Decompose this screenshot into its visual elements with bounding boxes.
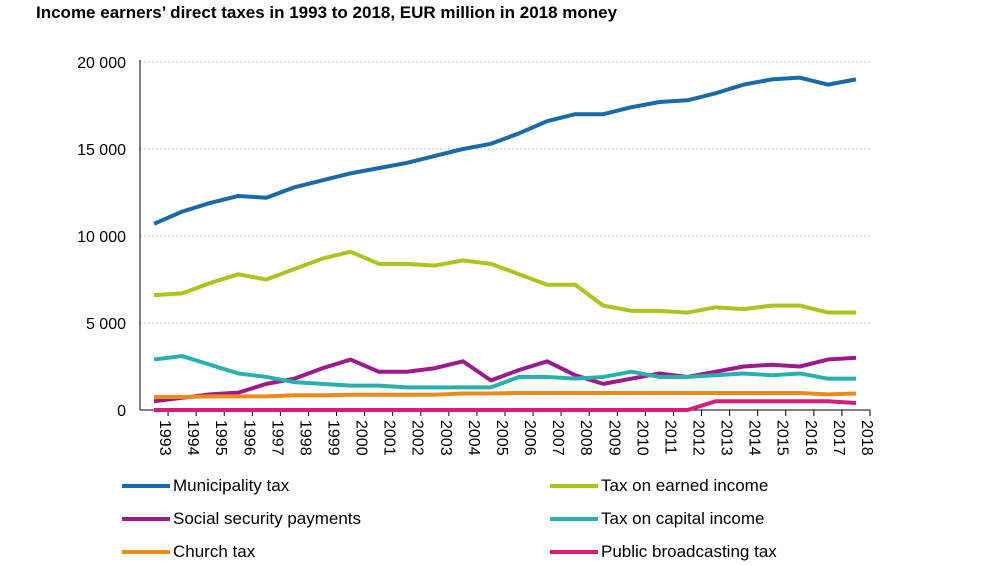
y-tick-label: 10 000 — [77, 229, 126, 246]
series-line — [154, 399, 857, 412]
legend-label: Tax on earned income — [601, 476, 769, 495]
x-tick-label: 1994 — [184, 420, 201, 456]
y-tick-label: 20 000 — [77, 55, 126, 72]
legend-item: Municipality tax — [122, 476, 289, 496]
x-tick-label: 2012 — [690, 420, 707, 456]
legend-swatch — [122, 484, 170, 488]
x-tick-label: 2017 — [830, 420, 847, 456]
legend-swatch — [122, 550, 170, 554]
series-line — [153, 75, 857, 226]
legend-swatch — [122, 517, 170, 521]
y-tick-label: 0 — [117, 403, 126, 420]
x-tick-label: 2005 — [493, 420, 510, 456]
x-tick-label: 1996 — [240, 420, 257, 456]
legend-item: Church tax — [122, 542, 255, 562]
x-tick-label: 2014 — [746, 420, 763, 456]
legend-label: Public broadcasting tax — [601, 542, 777, 561]
legend-label: Church tax — [173, 542, 256, 561]
legend-label: Municipality tax — [173, 476, 290, 495]
series-line — [153, 355, 857, 404]
x-tick-label: 1998 — [296, 420, 313, 456]
legend-label: Tax on capital income — [601, 509, 765, 528]
series-line — [153, 354, 856, 390]
x-tick-label: 2013 — [718, 420, 735, 456]
x-tick-label: 2015 — [774, 420, 791, 456]
x-tick-label: 2009 — [605, 420, 622, 456]
chart-title: Income earners’ direct taxes in 1993 to … — [36, 3, 618, 22]
x-tick-label: 2003 — [437, 420, 454, 456]
x-tick-label: 2000 — [353, 420, 370, 456]
x-tick-label: 1993 — [156, 420, 173, 456]
x-tick-label: 2018 — [858, 420, 875, 456]
legend-swatch — [550, 484, 598, 488]
x-tick-label: 2002 — [409, 420, 426, 456]
x-tick-label: 1997 — [268, 420, 285, 456]
legend-item: Tax on earned income — [550, 476, 768, 496]
legend-item: Public broadcasting tax — [550, 542, 777, 562]
x-tick-label: 2008 — [577, 420, 594, 456]
y-tick-label: 5 000 — [86, 316, 126, 333]
x-tick-label: 2007 — [549, 420, 566, 456]
legend-label: Social security payments — [173, 509, 362, 528]
x-tick-label: 2010 — [633, 420, 650, 456]
y-tick-label: 15 000 — [77, 142, 126, 159]
x-tick-label: 2001 — [381, 420, 398, 456]
x-tick-label: 2011 — [661, 420, 678, 455]
x-tick-label: 2016 — [802, 420, 819, 456]
legend-swatch — [550, 517, 598, 521]
x-tick-label: 2004 — [465, 420, 482, 456]
legend-swatch — [550, 550, 598, 554]
x-tick-label: 1995 — [212, 420, 229, 456]
legend-item: Tax on capital income — [550, 509, 764, 529]
legend-item: Social security payments — [122, 509, 361, 529]
x-tick-label: 2006 — [521, 420, 538, 456]
series-line — [154, 390, 857, 399]
series-line — [153, 249, 856, 315]
x-tick-label: 1999 — [325, 420, 342, 456]
